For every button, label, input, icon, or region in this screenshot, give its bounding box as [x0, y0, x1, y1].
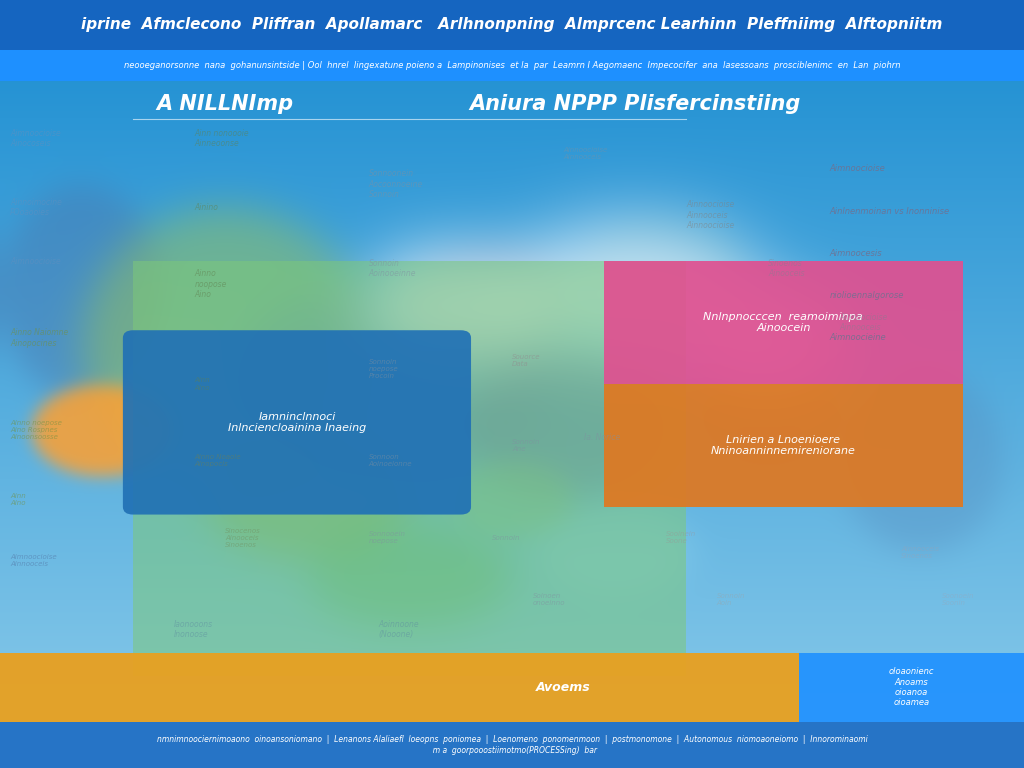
Text: Aimnoocioise
Ainnooceis: Aimnoocioise Ainnooceis: [10, 554, 57, 567]
Text: niolioennalgorose: niolioennalgorose: [829, 291, 904, 300]
Text: Ainlnenmoinan vs Inonninise: Ainlnenmoinan vs Inonninise: [829, 207, 949, 216]
FancyBboxPatch shape: [0, 722, 1024, 768]
Text: Ainn
Aino: Ainn Aino: [195, 378, 210, 390]
Text: Aimnoocioise: Aimnoocioise: [10, 257, 61, 266]
Text: Ainino: Ainino: [195, 203, 218, 212]
Text: Sinoenos
Ainooceis: Sinoenos Ainooceis: [768, 259, 805, 279]
Text: Iaonooons
Inonoose: Iaonooons Inonoose: [174, 620, 213, 640]
Text: iprine  Afmclecono  Pliffran  Apollamarc   Arlhnonpning  Almprcenc Learhinn  Ple: iprine Afmclecono Pliffran Apollamarc Ar…: [81, 17, 943, 32]
Text: Ainnoimocine
POoaooies: Ainnoimocine POoaooies: [10, 197, 62, 217]
Text: Ainno Naiomne
Ainopocines: Ainno Naiomne Ainopocines: [10, 328, 69, 348]
Text: Souorce
Data: Souorce Data: [512, 355, 541, 367]
Text: Avoems: Avoems: [536, 681, 591, 694]
Text: Sonnoin
noepose
Procoin: Sonnoin noepose Procoin: [369, 359, 398, 379]
Text: oloaonienc
Anoams
oioanoa
oioamea: oloaonienc Anoams oioanoa oioamea: [889, 667, 934, 707]
Text: neooeganorsonne  nana  gohanunsintside | Ool  hnrel  lingexatune poieno a  Lampi: neooeganorsonne nana gohanunsintside | O…: [124, 61, 900, 70]
Text: Sonnooein
noepose: Sonnooein noepose: [369, 531, 406, 544]
Text: Ainnoocioise
Ainnooceis
Ainnoocioise: Ainnoocioise Ainnooceis Ainnoocioise: [686, 200, 734, 230]
Text: Ainnoocioise
Ainnooceis: Ainnoocioise Ainnooceis: [840, 313, 888, 333]
FancyBboxPatch shape: [604, 261, 963, 384]
FancyBboxPatch shape: [0, 50, 1024, 81]
Text: Aimnoocieine: Aimnoocieine: [829, 333, 886, 343]
FancyBboxPatch shape: [133, 261, 686, 676]
Text: Soinoen
onoeinno: Soinoen onoeinno: [532, 593, 565, 605]
Text: Sonnoin
Ane: Sonnoin Ane: [512, 439, 541, 452]
Text: Soonoein
Soonin: Soonoein Soonin: [942, 593, 975, 605]
Text: Sonnoin
Aoinooeinne: Sonnoin Aoinooeinne: [369, 259, 416, 279]
Text: Ainn
Aino: Ainn Aino: [10, 493, 26, 505]
Text: Iamninclnnoci
Inlnciencloainina Inaeing: Iamninclnnoci Inlnciencloainina Inaeing: [227, 412, 367, 433]
Text: Nnlnpnocccen  reamoiminpa
Ainoocein: Nnlnpnocccen reamoiminpa Ainoocein: [703, 312, 863, 333]
FancyBboxPatch shape: [0, 0, 1024, 50]
FancyBboxPatch shape: [123, 330, 471, 515]
Text: Aimnoocioise
Ainocoseis: Aimnoocioise Ainocoseis: [10, 128, 61, 148]
FancyBboxPatch shape: [0, 653, 799, 722]
Text: Sonnoin: Sonnoin: [492, 535, 520, 541]
Text: Ainnoocioise
Ainnooceis: Ainnoocioise Ainnooceis: [563, 147, 607, 160]
Text: Ainno Noaoie
Ainopocis: Ainno Noaoie Ainopocis: [195, 455, 241, 467]
Text: Aimnoocesis: Aimnoocesis: [829, 249, 882, 258]
Text: Lnirien a Lnoenioere
Nninoanninnemireniorane: Lnirien a Lnoenioere Nninoanninnemirenio…: [711, 435, 856, 456]
FancyBboxPatch shape: [604, 384, 963, 507]
Text: Aniura NPPP Plisfercinstiing: Aniura NPPP Plisfercinstiing: [469, 94, 801, 114]
Text: Ainn nonoooie
Ainneoonse: Ainn nonoooie Ainneoonse: [195, 128, 249, 148]
Text: Ainnooceis
Sinoenos: Ainnooceis Sinoenos: [901, 547, 939, 559]
Text: Sonnoin
Aoin: Sonnoin Aoin: [717, 593, 745, 605]
Text: Ainno
noopose
Aino: Ainno noopose Aino: [195, 270, 227, 299]
Text: A NILLNImp: A NILLNImp: [157, 94, 294, 114]
Text: Sinocenos
Ainooceis
Sinoenos: Sinocenos Ainooceis Sinoenos: [225, 528, 261, 548]
Text: Aimnoocioise: Aimnoocioise: [829, 164, 885, 174]
Text: Aoinnoone
(Nooone): Aoinnoone (Nooone): [379, 620, 420, 640]
Text: Sooinein
Soone: Sooinein Soone: [666, 531, 696, 544]
Text: Sonnoonein
Aocoonnoeine
Sonnoin: Sonnoonein Aocoonnoeine Sonnoin: [369, 170, 423, 199]
Text: nmnimnoociernimoaono  oinoansoniomano  |  Lenanons Alaliaefl  loeopns  poniomea : nmnimnoociernimoaono oinoansoniomano | L…: [157, 735, 867, 755]
Text: Ainno noepose
Aino Rospnes
Ainoonsoosse: Ainno noepose Aino Rospnes Ainoonsoosse: [10, 420, 62, 440]
FancyBboxPatch shape: [799, 653, 1024, 722]
Text: Sonnoon
Aoinoeionne: Sonnoon Aoinoeionne: [369, 455, 412, 467]
Text: Ia. Norice: Ia. Norice: [584, 433, 620, 442]
